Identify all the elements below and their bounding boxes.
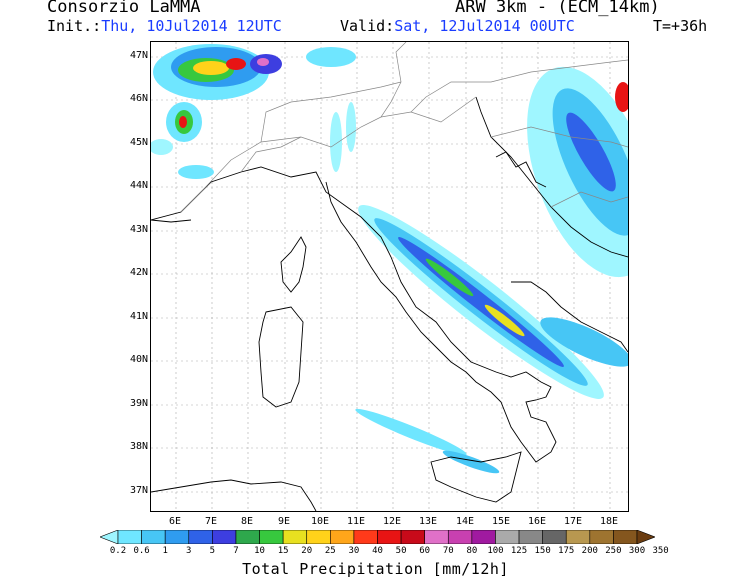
org-title: Consorzio LaMMA [47, 0, 201, 17]
lead-time: T=+36h [653, 17, 708, 35]
model-title: ARW 3km - (ECM_14km) [455, 0, 660, 17]
lon-label: 16E [527, 516, 547, 527]
graticule [151, 42, 628, 511]
lon-label: 15E [491, 516, 511, 527]
colorbar-swatch [235, 530, 260, 544]
colorbar-tick-label: 5 [209, 546, 216, 556]
colorbar-swatch [306, 530, 331, 544]
lat-label: 46N [129, 93, 148, 104]
colorbar-tick-label: 10 [254, 546, 265, 556]
colorbar-tick-label: 25 [324, 546, 336, 556]
lon-label: 8E [240, 516, 254, 527]
colorbar-swatch [353, 530, 378, 544]
colorbar-swatch [259, 530, 284, 544]
colorbar-swatch [613, 530, 638, 544]
colorbar-swatch [117, 530, 142, 544]
lon-label: 10E [310, 516, 330, 527]
colorbar-swatch [565, 530, 591, 544]
lat-label: 47N [129, 50, 148, 61]
lat-label: 43N [129, 224, 148, 235]
colorbar-tick-label: 40 [372, 546, 383, 556]
init-line: Init.:Thu, 10Jul2014 12UTC [47, 17, 282, 35]
colorbar-swatch [141, 530, 166, 544]
colorbar-tick-label: 0.6 [133, 546, 150, 556]
colorbar-tick-label: 350 [652, 546, 669, 556]
colorbar-tick-label: 60 [419, 546, 431, 556]
lon-label: 7E [204, 516, 218, 527]
borders [180, 42, 628, 213]
precip-areas [151, 44, 628, 474]
precipitation-colorbar [100, 530, 655, 544]
lat-label: 37N [129, 485, 148, 496]
coastlines [151, 96, 628, 511]
colorbar-swatch [282, 530, 308, 544]
colorbar-swatch [424, 530, 449, 544]
colorbar-swatch [400, 530, 425, 544]
colorbar-tick-label: 50 [395, 546, 407, 556]
colorbar-swatch [447, 530, 473, 544]
colorbar-swatch [471, 530, 496, 544]
lon-label: 6E [168, 516, 182, 527]
colorbar-swatch [164, 530, 190, 544]
colorbar-swatch [330, 530, 355, 544]
lat-label: 40N [129, 354, 148, 365]
map-svg [151, 42, 628, 511]
colorbar-swatch [212, 530, 237, 544]
lon-label: 14E [455, 516, 475, 527]
colorbar-tick-label: 175 [558, 546, 575, 556]
lon-label: 11E [346, 516, 366, 527]
colorbar-min-arrow [100, 530, 119, 544]
lon-label: 17E [563, 516, 583, 527]
colorbar-tick-label: 150 [534, 546, 551, 556]
colorbar-tick-label: 200 [581, 546, 598, 556]
colorbar-tick-label: 80 [466, 546, 478, 556]
lon-label: 9E [277, 516, 291, 527]
lon-label: 13E [418, 516, 438, 527]
colorbar-swatch [495, 530, 520, 544]
colorbar-tick-label: 7 [233, 546, 239, 556]
colorbar-swatch [518, 530, 543, 544]
colorbar-tick-label: 300 [628, 546, 646, 556]
colorbar-swatch [589, 530, 614, 544]
colorbar-tick-label: 30 [348, 546, 360, 556]
valid-value: Sat, 12Jul2014 00UTC [394, 17, 575, 35]
colorbar-tick-label: 125 [510, 546, 528, 556]
valid-label: Valid: [340, 17, 395, 35]
lon-label: 12E [382, 516, 402, 527]
colorbar-tick-label: 250 [605, 546, 622, 556]
colorbar-tick-label: 0.2 [109, 546, 127, 556]
lat-label: 38N [129, 441, 148, 452]
precipitation-map [150, 41, 629, 512]
colorbar-tick-label: 70 [442, 546, 454, 556]
colorbar-title: Total Precipitation [mm/12h] [242, 560, 509, 578]
lon-label: 18E [599, 516, 619, 527]
colorbar-max-arrow [636, 530, 655, 544]
colorbar-swatch [377, 530, 402, 544]
lat-label: 44N [129, 180, 148, 191]
lat-label: 42N [129, 267, 148, 278]
lat-label: 41N [129, 311, 148, 322]
colorbar-tick-label: 20 [301, 546, 313, 556]
colorbar-swatch [542, 530, 567, 544]
colorbar-tick-label: 15 [277, 546, 289, 556]
valid-line: Valid:Sat, 12Jul2014 00UTC [340, 17, 575, 35]
colorbar-tick-label: 3 [186, 546, 192, 556]
colorbar-tick-label: 100 [487, 546, 504, 556]
colorbar-swatch [188, 530, 213, 544]
lat-label: 39N [129, 398, 148, 409]
init-value: Thu, 10Jul2014 12UTC [101, 17, 282, 35]
colorbar-tick-label: 1 [162, 546, 168, 556]
lat-label: 45N [129, 137, 148, 148]
init-label: Init.: [47, 17, 102, 35]
